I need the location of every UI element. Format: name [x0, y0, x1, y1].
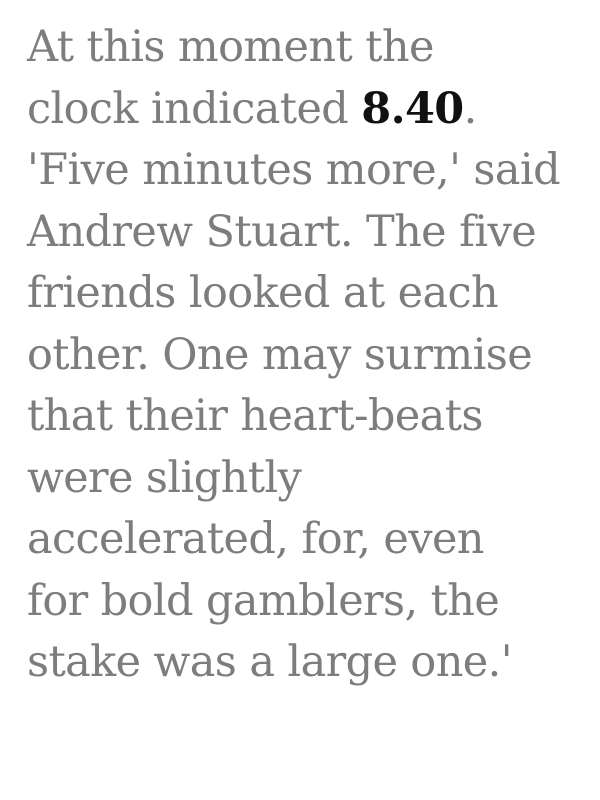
passage-line-1: At this moment the — [27, 22, 434, 72]
passage-line-5: friends looked at each — [27, 268, 499, 318]
passage-line-6: other. One may surmise — [27, 329, 533, 380]
highlighted-time: 8.40 — [361, 83, 464, 134]
passage-line-4: Andrew Stuart. The five — [27, 206, 537, 257]
passage-line-2: clock indicated 8.40. — [27, 79, 587, 141]
passage-line-2-period: . — [463, 83, 478, 134]
passage-line-11: stake was a large one.' — [27, 637, 513, 687]
passage-line-8: were slightly — [27, 452, 302, 503]
passage-line-7: that their heart-beats — [27, 391, 483, 441]
reading-passage: At this moment the clock indicated 8.40.… — [27, 17, 587, 694]
passage-line-2-text: clock indicated — [27, 83, 362, 134]
passage-line-9: accelerated, for, even — [27, 514, 484, 564]
passage-line-10: for bold gamblers, the — [27, 575, 500, 626]
passage-line-3: 'Five minutes more,' said — [27, 145, 561, 195]
